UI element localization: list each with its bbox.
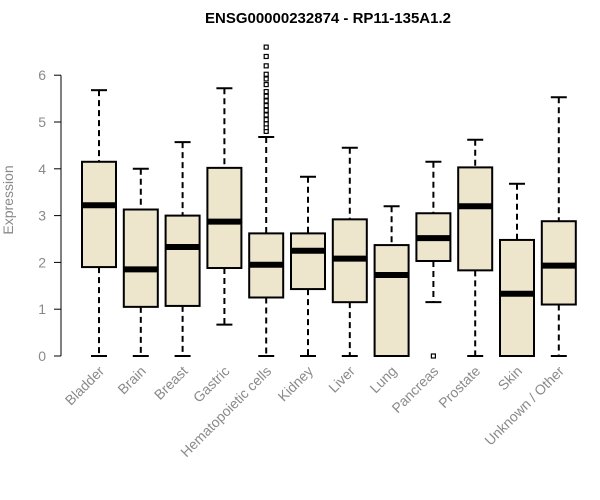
outlier-point	[263, 53, 269, 60]
x-tick-label: Breast	[151, 363, 191, 403]
y-tick-label: 1	[38, 301, 46, 317]
boxes-layer	[81, 44, 577, 359]
outlier-point	[430, 353, 436, 359]
y-axis-label: Expression	[0, 165, 16, 234]
y-tick-label: 3	[38, 208, 46, 224]
box-gastric	[206, 87, 243, 326]
y-tick-label: 0	[38, 348, 46, 364]
outlier-point	[263, 98, 269, 104]
box-liver	[331, 146, 368, 357]
iqr-box	[373, 244, 410, 357]
box-hematopoietic-cells	[248, 44, 285, 357]
box-pancreas	[415, 160, 452, 359]
iqr-box	[457, 166, 494, 272]
outlier-point	[263, 81, 269, 88]
x-tick-label: Kidney	[275, 363, 317, 405]
iqr-box	[81, 160, 117, 269]
box-unknown-other	[540, 96, 577, 357]
box-bladder	[81, 89, 117, 357]
box-skin	[499, 182, 535, 358]
x-tick-label: Prostate	[435, 363, 483, 411]
x-tick-label: Unknown / Other	[481, 363, 567, 449]
iqr-box	[206, 166, 243, 270]
outlier-point	[263, 71, 269, 77]
x-tick-label: Liver	[325, 363, 358, 396]
box-brain	[122, 167, 159, 357]
x-tick-label: Lung	[366, 363, 399, 396]
outlier-point	[263, 117, 269, 123]
iqr-box	[164, 214, 201, 307]
outlier-point	[263, 121, 269, 127]
y-tick-label: 5	[38, 114, 46, 130]
box-breast	[164, 141, 201, 357]
chart-title: ENSG00000232874 - RP11-135A1.2	[205, 10, 451, 27]
outlier-point	[263, 76, 269, 82]
outlier-point	[263, 63, 269, 69]
outlier-point	[263, 44, 269, 50]
y-tick-label: 2	[38, 254, 46, 270]
iqr-box	[290, 232, 326, 291]
outlier-point	[263, 107, 269, 113]
x-tick-label: Bladder	[62, 363, 108, 409]
y-axis: 0 1 2 3 4 5 6	[38, 67, 62, 364]
iqr-box	[122, 208, 159, 308]
box-prostate	[457, 138, 494, 357]
y-tick-label: 6	[38, 67, 46, 83]
box-kidney	[290, 175, 326, 357]
outlier-point	[263, 93, 269, 99]
outlier-point	[263, 112, 269, 118]
iqr-box	[499, 238, 535, 358]
x-tick-label: Brain	[114, 363, 148, 397]
outlier-point	[263, 103, 269, 109]
outlier-point	[263, 88, 269, 95]
box-lung	[373, 205, 410, 357]
x-tick-label: Skin	[495, 363, 526, 394]
y-tick-label: 4	[38, 161, 46, 177]
